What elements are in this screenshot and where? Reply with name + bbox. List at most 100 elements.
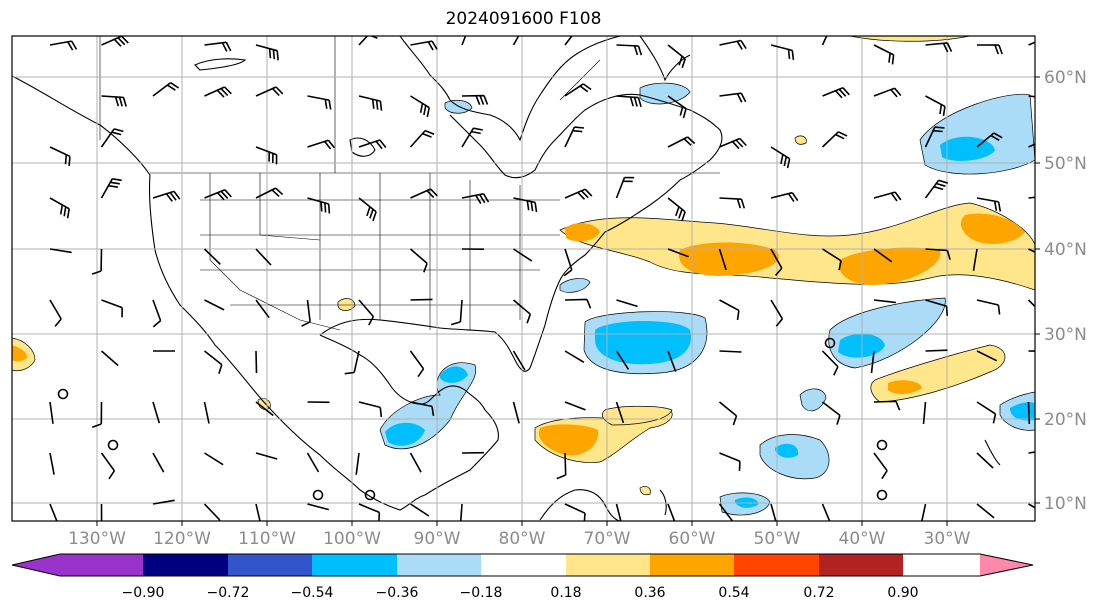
- lat-label-40n: 40°N: [1044, 240, 1087, 260]
- wind-barb: [564, 188, 593, 200]
- wind-barb: [307, 95, 332, 110]
- wind-barb: [667, 95, 687, 119]
- wind-barb: [873, 299, 896, 304]
- wind-barb: [204, 86, 232, 98]
- wind-barbs: [49, 36, 1035, 521]
- colorbar-label: −0.72: [206, 585, 250, 601]
- colorbar-label: 0.90: [887, 585, 919, 601]
- wind-barb: [667, 350, 677, 372]
- positive-anomaly-regions: [12, 36, 1035, 496]
- wind-barb: [925, 349, 948, 352]
- wind-barb: [459, 503, 463, 521]
- wind-barb: [204, 350, 223, 374]
- wind-barb: [615, 176, 635, 199]
- wind-barb: [564, 350, 585, 363]
- lon-label-60w: 60°W: [668, 529, 716, 549]
- wind-barb: [564, 298, 592, 309]
- wind-barb: [616, 299, 638, 308]
- wind-barb: [49, 401, 54, 424]
- wind-barb: [255, 44, 279, 61]
- wind-barb: [358, 299, 375, 326]
- wind-barb: [719, 92, 747, 103]
- wind-barb: [307, 197, 331, 214]
- wind-barb: [770, 191, 799, 203]
- wind-barb: [873, 452, 888, 480]
- wind-barb: [925, 299, 948, 316]
- wind-barb: [667, 136, 696, 148]
- wind-barb: [410, 298, 433, 301]
- wind-barb: [152, 401, 161, 424]
- wind-barb: [512, 299, 532, 324]
- colorbar-segment: [143, 554, 228, 576]
- wind-barb: [925, 95, 946, 117]
- wind-barb: [770, 503, 777, 521]
- wind-barb: [719, 137, 747, 150]
- wind-barb: [616, 44, 643, 56]
- wind-barb: [925, 42, 953, 53]
- wind-barb: [1028, 143, 1035, 148]
- gridlines: [12, 36, 1035, 521]
- wind-barb: [1028, 196, 1035, 199]
- wind-barb: [461, 127, 483, 148]
- lon-label-100w: 100°W: [323, 529, 381, 549]
- wind-barb: [410, 503, 430, 517]
- wind-barb: [922, 401, 927, 424]
- wind-barb: [873, 87, 902, 98]
- wind-barb: [410, 188, 438, 199]
- wind-barb: [822, 401, 841, 425]
- wind-barb: [564, 126, 585, 148]
- wind-barb: [718, 248, 727, 271]
- wind-barb: [770, 44, 795, 60]
- wind-barb: [976, 299, 1001, 315]
- wind-barb: [564, 401, 586, 411]
- political-boundaries: [99, 36, 720, 331]
- colorbar-segment: [60, 554, 143, 576]
- wind-barb: [513, 248, 533, 262]
- wind-barb: [924, 126, 945, 148]
- wind-barb: [1028, 503, 1035, 509]
- lon-label-130w: 130°W: [68, 529, 126, 549]
- wind-barb: [873, 248, 893, 263]
- wind-barb: [976, 401, 997, 424]
- wind-barb: [49, 146, 71, 166]
- wind-barb: [358, 401, 383, 418]
- wind-barb: [358, 95, 383, 111]
- wind-barb: [152, 82, 180, 97]
- wind-barb: [615, 350, 630, 370]
- wind-barb: [615, 401, 625, 424]
- wind-barb: [49, 452, 55, 475]
- wind-barb: [719, 39, 747, 50]
- colorbar-label: −0.54: [290, 585, 334, 601]
- wind-barb: [410, 95, 430, 118]
- colorbar-segment: [819, 554, 903, 576]
- wind-barb: [921, 503, 927, 521]
- wind-barb: [203, 401, 210, 424]
- wind-barb: [152, 190, 181, 202]
- wind-barb: [1028, 451, 1035, 454]
- wind-barb: [615, 503, 622, 521]
- wind-barb: [101, 36, 129, 47]
- wind-barb: [972, 248, 978, 271]
- wind-barb: [719, 299, 740, 321]
- wind-barb: [822, 86, 850, 99]
- wind-barb: [450, 299, 463, 326]
- wind-barb: [821, 131, 848, 148]
- colorbar-extend-high: [980, 554, 1033, 576]
- lon-label-30w: 30°W: [923, 529, 971, 549]
- wind-barb: [49, 248, 72, 254]
- wind-barb: [409, 452, 422, 473]
- wind-barb: [770, 248, 783, 277]
- wind-barb: [152, 299, 162, 328]
- colorbar-extend-low: [12, 554, 60, 576]
- wind-barb: [1028, 248, 1035, 253]
- lon-label-110w: 110°W: [238, 529, 296, 549]
- wind-barb: [870, 350, 875, 373]
- wind-barb: [101, 95, 127, 107]
- lon-label-40w: 40°W: [838, 529, 886, 549]
- colorbar: [11, 553, 1034, 577]
- wind-barb: [461, 193, 490, 205]
- wind-barb: [873, 191, 902, 202]
- lon-label-90w: 90°W: [413, 529, 461, 549]
- wind-barb: [667, 248, 689, 258]
- wind-barb: [556, 452, 567, 480]
